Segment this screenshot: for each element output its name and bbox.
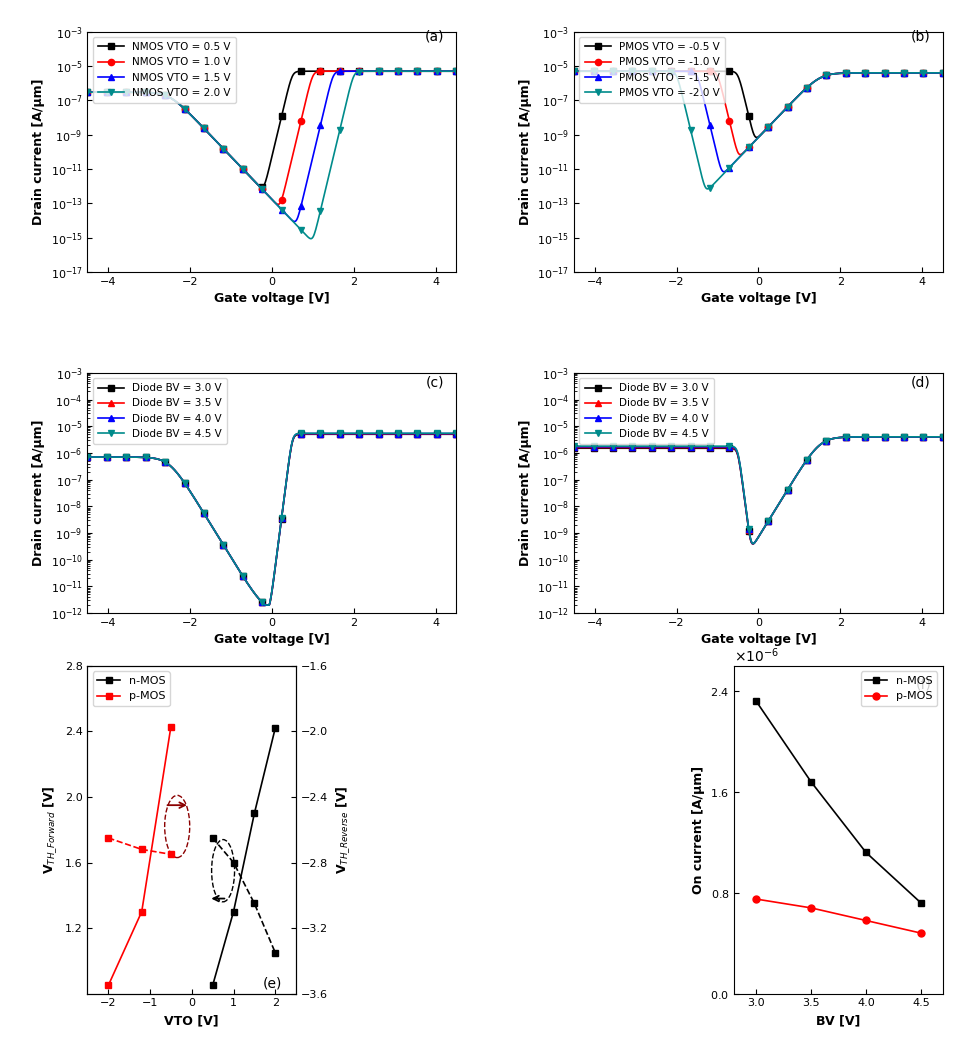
p-MOS (805, 902, 816, 914)
Y-axis label: Drain current [A/μm]: Drain current [A/μm] (519, 78, 532, 225)
Line: n-MOS: n-MOS (209, 725, 279, 989)
Y-axis label: Drain current [A/μm]: Drain current [A/μm] (519, 420, 532, 567)
Line: p-MOS: p-MOS (752, 895, 924, 937)
n-MOS (805, 776, 816, 789)
Y-axis label: V$_{TH\_Reverse}$ [V]: V$_{TH\_Reverse}$ [V] (333, 785, 352, 874)
n-MOS (249, 808, 260, 820)
Line: p-MOS: p-MOS (105, 723, 174, 989)
n-MOS (860, 846, 872, 858)
Text: (a): (a) (425, 30, 444, 43)
n-MOS (207, 979, 219, 991)
X-axis label: Gate voltage [V]: Gate voltage [V] (214, 633, 330, 647)
X-axis label: Gate voltage [V]: Gate voltage [V] (214, 293, 330, 305)
Text: (f): (f) (916, 678, 931, 691)
Legend: Diode BV = 3.0 V, Diode BV = 3.5 V, Diode BV = 4.0 V, Diode BV = 4.5 V: Diode BV = 3.0 V, Diode BV = 3.5 V, Diod… (92, 378, 227, 444)
Y-axis label: V$_{TH\_Forward}$ [V]: V$_{TH\_Forward}$ [V] (42, 785, 59, 874)
Legend: Diode BV = 3.0 V, Diode BV = 3.5 V, Diode BV = 4.0 V, Diode BV = 4.5 V: Diode BV = 3.0 V, Diode BV = 3.5 V, Diod… (579, 378, 713, 444)
Y-axis label: Drain current [A/μm]: Drain current [A/μm] (32, 420, 45, 567)
n-MOS (227, 905, 239, 917)
X-axis label: Gate voltage [V]: Gate voltage [V] (701, 293, 816, 305)
p-MOS (750, 893, 762, 906)
Y-axis label: Drain current [A/μm]: Drain current [A/μm] (32, 78, 45, 225)
X-axis label: BV [V]: BV [V] (816, 1014, 861, 1027)
Legend: NMOS VTO = 0.5 V, NMOS VTO = 1.0 V, NMOS VTO = 1.5 V, NMOS VTO = 2.0 V: NMOS VTO = 0.5 V, NMOS VTO = 1.0 V, NMOS… (92, 37, 236, 103)
Text: (e): (e) (262, 976, 282, 990)
Text: (d): (d) (911, 376, 930, 390)
p-MOS (915, 927, 926, 940)
p-MOS (165, 720, 177, 733)
Line: n-MOS: n-MOS (752, 698, 924, 906)
X-axis label: Gate voltage [V]: Gate voltage [V] (701, 633, 816, 647)
n-MOS (269, 722, 281, 735)
X-axis label: VTO [V]: VTO [V] (164, 1014, 219, 1027)
Text: (b): (b) (911, 30, 930, 43)
Y-axis label: On current [A/μm]: On current [A/μm] (692, 765, 705, 894)
Legend: n-MOS, p-MOS: n-MOS, p-MOS (93, 671, 170, 706)
p-MOS (860, 914, 872, 927)
Text: (c): (c) (426, 376, 444, 390)
p-MOS (102, 979, 114, 991)
p-MOS (136, 905, 148, 917)
n-MOS (915, 896, 926, 909)
Legend: PMOS VTO = -0.5 V, PMOS VTO = -1.0 V, PMOS VTO = -1.5 V, PMOS VTO = -2.0 V: PMOS VTO = -0.5 V, PMOS VTO = -1.0 V, PM… (579, 37, 725, 103)
n-MOS (750, 694, 762, 707)
Legend: n-MOS, p-MOS: n-MOS, p-MOS (860, 671, 937, 706)
